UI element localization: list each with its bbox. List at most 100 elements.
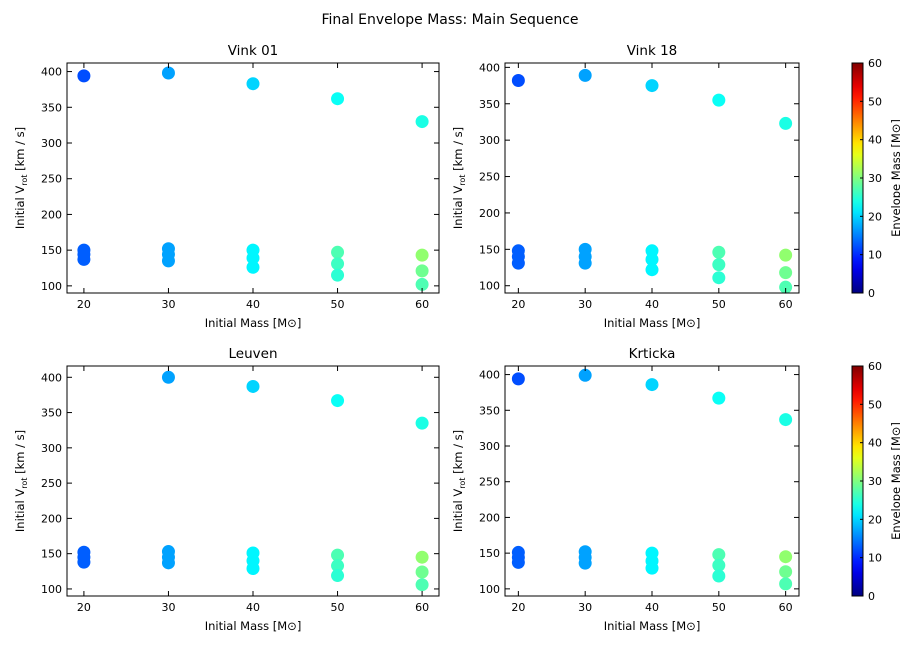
data-point xyxy=(331,559,345,573)
x-tick-label: 30 xyxy=(578,601,592,614)
x-tick-label: 40 xyxy=(645,601,659,614)
y-tick-label: 250 xyxy=(479,171,500,184)
data-point xyxy=(779,280,793,294)
colorbar-tick-label: 10 xyxy=(868,249,882,262)
data-point xyxy=(779,550,793,564)
data-point xyxy=(161,370,175,384)
panel-2: Vink 18 20 30 40 50 60 100 150 200 250 300 350 400 In… xyxy=(451,43,800,330)
colorbar-tick-label: 60 xyxy=(868,360,882,373)
colorbar-label: Envelope Mass [M⊙] xyxy=(889,119,900,237)
data-point xyxy=(779,266,793,280)
y-tick-label: 300 xyxy=(479,134,500,147)
data-point xyxy=(511,73,525,87)
colorbar-1: 0 10 20 30 40 50 60 Envelope Mass [M⊙] xyxy=(851,57,900,300)
y-tick-label: 150 xyxy=(479,243,500,256)
data-point xyxy=(415,115,429,129)
data-point xyxy=(246,379,260,393)
data-point xyxy=(77,69,91,83)
x-axis-label: Initial Mass [M⊙] xyxy=(205,619,302,633)
data-point xyxy=(779,577,793,591)
colorbar-tick-label: 30 xyxy=(868,172,882,185)
y-tick-label: 400 xyxy=(41,66,62,79)
data-point xyxy=(331,548,345,562)
data-point xyxy=(331,245,345,259)
x-tick-label: 30 xyxy=(161,298,175,311)
data-point xyxy=(712,391,726,405)
data-point xyxy=(779,565,793,579)
colorbar-tick-label: 50 xyxy=(868,95,882,108)
data-point xyxy=(511,555,525,569)
data-point xyxy=(161,556,175,570)
data-point xyxy=(415,416,429,430)
data-point xyxy=(712,558,726,572)
data-point xyxy=(712,258,726,272)
panel-title: Krticka xyxy=(629,346,676,362)
data-point xyxy=(331,569,345,583)
data-point xyxy=(578,556,592,570)
data-point xyxy=(712,569,726,583)
x-tick-label: 30 xyxy=(161,601,175,614)
x-axis-label: Initial Mass [M⊙] xyxy=(604,316,701,330)
x-tick-label: 60 xyxy=(415,298,429,311)
data-point xyxy=(415,578,429,592)
colorbar-tick-label: 30 xyxy=(868,475,882,488)
data-point xyxy=(511,372,525,386)
data-point xyxy=(645,561,659,575)
x-tick-label: 30 xyxy=(578,298,592,311)
data-point xyxy=(645,253,659,267)
data-point xyxy=(712,271,726,285)
x-axis-label: Initial Mass [M⊙] xyxy=(604,619,701,633)
data-point xyxy=(578,368,592,382)
y-tick-label: 100 xyxy=(479,583,500,596)
x-tick-label: 20 xyxy=(77,298,91,311)
data-point xyxy=(161,254,175,268)
y-tick-label: 200 xyxy=(479,511,500,524)
data-point xyxy=(645,378,659,392)
y-tick-label: 250 xyxy=(479,476,500,489)
y-tick-label: 350 xyxy=(479,98,500,111)
colorbar-tick-label: 10 xyxy=(868,552,882,565)
panel-title: Vink 18 xyxy=(627,43,678,59)
x-tick-label: 60 xyxy=(779,601,793,614)
x-tick-label: 20 xyxy=(511,601,525,614)
data-point xyxy=(511,256,525,270)
y-axis-label: Initial Vrot [km / s] xyxy=(13,430,29,532)
panel-4: Krticka 20 30 40 50 60 100 150 200 250 300 350 400 In… xyxy=(451,346,800,633)
data-point xyxy=(246,77,260,91)
data-point xyxy=(645,79,659,93)
x-axis-label: Initial Mass [M⊙] xyxy=(205,316,302,330)
y-tick-label: 350 xyxy=(41,407,62,420)
data-point xyxy=(415,264,429,278)
x-tick-label: 50 xyxy=(712,298,726,311)
y-tick-label: 150 xyxy=(479,547,500,560)
colorbars: 0 10 20 30 40 50 60 Envelope Mass [M⊙] 0 10 20 30 40… xyxy=(851,57,900,603)
panel-3: Leuven 20 30 40 50 60 100 150 200 250 300 350 400 Ini… xyxy=(13,346,440,633)
y-tick-label: 200 xyxy=(479,207,500,220)
y-tick-label: 150 xyxy=(41,548,62,561)
x-tick-label: 50 xyxy=(331,298,345,311)
data-point xyxy=(415,248,429,262)
panel-1: Vink 01 20 30 40 50 60 100 150 200 250 300 350 400 In… xyxy=(13,43,440,330)
data-point xyxy=(415,277,429,291)
x-tick-label: 60 xyxy=(779,298,793,311)
colorbar-tick-label: 0 xyxy=(868,590,875,603)
colorbar-tick-label: 20 xyxy=(868,513,882,526)
data-point xyxy=(331,268,345,282)
y-tick-label: 400 xyxy=(479,369,500,382)
colorbar-tick-label: 50 xyxy=(868,398,882,411)
colorbar-tick-label: 40 xyxy=(868,437,882,450)
data-point xyxy=(331,394,345,408)
data-point xyxy=(578,68,592,82)
y-tick-label: 250 xyxy=(41,477,62,490)
y-tick-label: 350 xyxy=(479,404,500,417)
y-tick-label: 300 xyxy=(41,137,62,150)
colorbar-2: 0 10 20 30 40 50 60 Envelope Mass [M⊙] xyxy=(851,360,900,603)
panel-title: Leuven xyxy=(229,346,278,362)
y-tick-label: 150 xyxy=(41,244,62,257)
data-point xyxy=(578,256,592,270)
colorbar-tick-label: 60 xyxy=(868,57,882,70)
x-tick-label: 40 xyxy=(246,298,260,311)
data-point xyxy=(779,413,793,427)
panels: Vink 01 20 30 40 50 60 100 150 200 250 300 350 400 In… xyxy=(13,43,800,633)
y-tick-label: 350 xyxy=(41,101,62,114)
